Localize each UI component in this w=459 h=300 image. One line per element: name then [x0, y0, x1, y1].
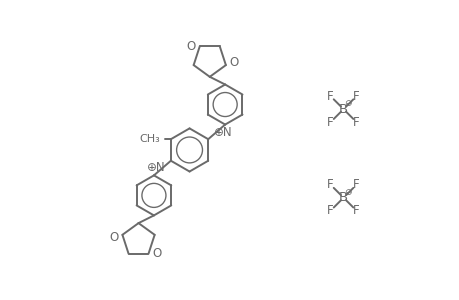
Text: ⊖: ⊖	[344, 99, 351, 108]
Text: ⊖: ⊖	[344, 188, 351, 197]
Text: O: O	[186, 40, 196, 53]
Text: F: F	[326, 204, 333, 217]
Text: F: F	[326, 116, 333, 129]
Text: F: F	[353, 178, 359, 191]
Text: F: F	[353, 90, 359, 103]
Text: F: F	[353, 204, 359, 217]
Text: B: B	[338, 103, 347, 116]
Text: F: F	[326, 178, 333, 191]
Text: ⊕N: ⊕N	[146, 161, 165, 174]
Text: CH₃: CH₃	[139, 134, 160, 144]
Text: O: O	[109, 231, 118, 244]
Text: B: B	[338, 191, 347, 204]
Text: ⊕N: ⊕N	[213, 126, 232, 139]
Text: O: O	[152, 247, 161, 260]
Text: F: F	[326, 90, 333, 103]
Text: F: F	[353, 116, 359, 129]
Text: O: O	[229, 56, 239, 69]
